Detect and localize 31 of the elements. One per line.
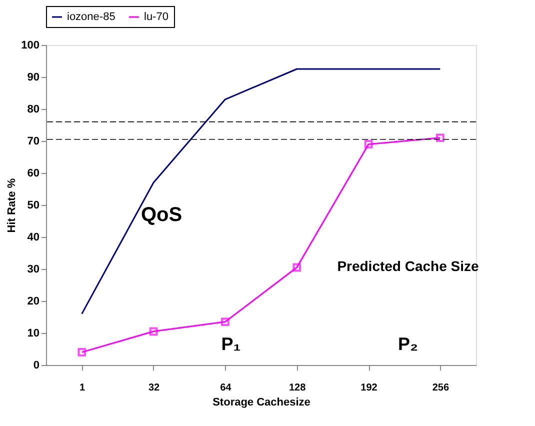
annotation: P₁	[221, 334, 241, 354]
x-tick-label: 64	[220, 382, 232, 394]
point	[292, 263, 301, 272]
x-tick-label: 256	[432, 382, 450, 394]
y-tick-label: 50	[27, 200, 40, 212]
point	[436, 134, 444, 142]
y-tick-label: 70	[27, 136, 40, 148]
point	[221, 318, 230, 326]
x-tick-label: 128	[288, 382, 306, 394]
annotation: P₂	[398, 334, 418, 354]
y-tick-label: 20	[27, 296, 40, 308]
x-axis-title: Storage Cachesize	[212, 396, 310, 408]
y-tick-label: 10	[27, 328, 40, 340]
x-tick-label: 192	[360, 382, 378, 394]
y-tick-label: 80	[27, 104, 40, 116]
y-tick-label: 0	[33, 360, 40, 372]
point	[78, 348, 86, 356]
legend-label: lu-70	[144, 11, 168, 23]
point	[364, 140, 373, 148]
point	[149, 327, 158, 336]
y-tick-label: 90	[27, 72, 40, 84]
annotation: Predicted Cache Size	[337, 258, 480, 274]
y-tick-label: 60	[27, 168, 40, 180]
annotation: QoS	[141, 204, 182, 226]
y-tick-label: 30	[27, 264, 40, 276]
y-tick-label: 40	[27, 232, 40, 244]
y-tick-label: 100	[21, 40, 40, 52]
x-tick-label: 1	[80, 382, 86, 394]
legend-label: iozone-85	[67, 11, 116, 23]
x-tick-label: 32	[148, 382, 160, 394]
y-axis-title: Hit Rate %	[6, 178, 18, 233]
